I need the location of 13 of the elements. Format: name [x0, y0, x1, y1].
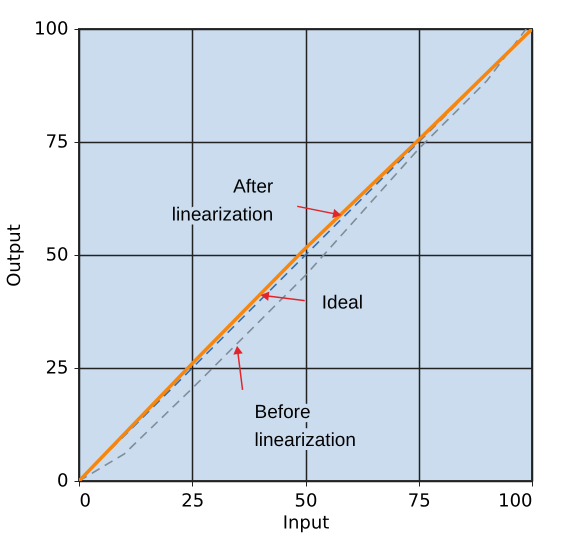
y-tick-label: 50	[46, 244, 68, 266]
x-tick-label: 50	[294, 490, 318, 512]
x-tick-label: 25	[181, 490, 204, 512]
y-axis-title: Output	[4, 224, 26, 287]
x-tick-label: 0	[80, 490, 91, 512]
annotation: Ideal	[322, 292, 363, 314]
y-tick-label: 100	[34, 18, 68, 40]
x-tick-label: 75	[408, 490, 431, 512]
x-axis-title: Input	[282, 512, 330, 534]
y-tick-label: 75	[46, 132, 68, 152]
y-tick-label: 0	[57, 470, 68, 492]
x-tick-label: 100	[498, 490, 532, 512]
y-tick-label: 25	[46, 358, 68, 378]
